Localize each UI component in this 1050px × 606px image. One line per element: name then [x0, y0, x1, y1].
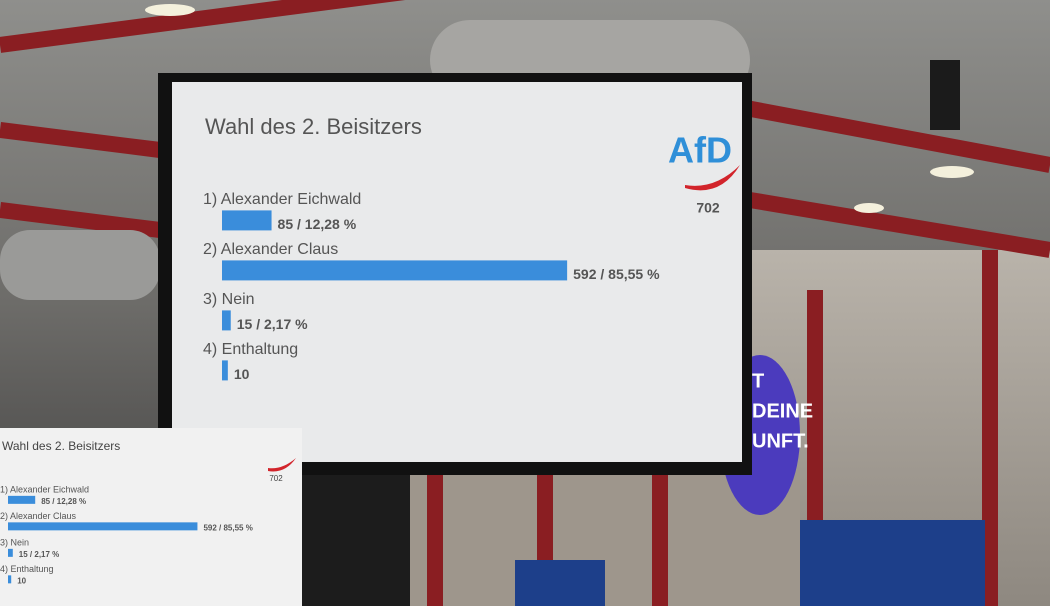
speaker — [930, 60, 960, 130]
lamp — [145, 4, 195, 16]
candidate-label: 4) Enthaltung — [203, 341, 298, 358]
lamp — [930, 166, 974, 178]
bar — [222, 260, 568, 281]
value-label: 10 — [17, 576, 26, 585]
banner-text: T — [752, 370, 764, 392]
value-label: 85 / 12,28 % — [278, 216, 357, 232]
logo: AfD — [668, 130, 732, 171]
candidate-label: 4) Enthaltung — [0, 564, 54, 574]
screen — [0, 428, 302, 606]
value-label: 10 — [234, 366, 250, 382]
candidate-label: 2) Alexander Claus — [203, 241, 338, 258]
bar — [8, 522, 198, 531]
lamp — [854, 203, 884, 213]
pillar — [300, 465, 410, 606]
bar — [8, 495, 36, 504]
slide: Wahl des 2. Beisitzers 702 1) Alexander … — [0, 439, 296, 585]
value-label: 592 / 85,55 % — [203, 523, 252, 532]
candidate-label: 1) Alexander Eichwald — [0, 484, 89, 494]
bar — [8, 548, 13, 557]
banner-text: DEINE — [752, 400, 813, 422]
candidate-label: 2) Alexander Claus — [0, 511, 77, 521]
logo-swoosh — [685, 165, 740, 191]
slide: Wahl des 2. Beisitzers AfD 702 1) Alexan… — [203, 114, 740, 382]
banner-text: UNFT. — [752, 430, 809, 452]
slide-title: Wahl des 2. Beisitzers — [2, 439, 120, 453]
candidate-label: 3) Nein — [203, 291, 255, 308]
duct — [0, 230, 160, 300]
value-label: 15 / 2,17 % — [237, 316, 308, 332]
candidate-label: 1) Alexander Eichwald — [203, 191, 361, 208]
bar — [222, 360, 228, 381]
bar — [222, 210, 272, 231]
bar — [8, 575, 12, 584]
curtain — [800, 520, 985, 606]
value-label: 592 / 85,55 % — [573, 266, 660, 282]
value-label: 15 / 2,17 % — [19, 550, 59, 559]
candidate-label: 3) Nein — [0, 537, 29, 547]
curtain — [515, 560, 605, 606]
logo-swoosh — [268, 458, 296, 472]
vote-count: 702 — [696, 200, 720, 216]
value-label: 85 / 12,28 % — [41, 497, 86, 506]
bar — [222, 310, 231, 331]
slide-title: Wahl des 2. Beisitzers — [205, 114, 422, 139]
vote-count: 702 — [269, 474, 283, 483]
